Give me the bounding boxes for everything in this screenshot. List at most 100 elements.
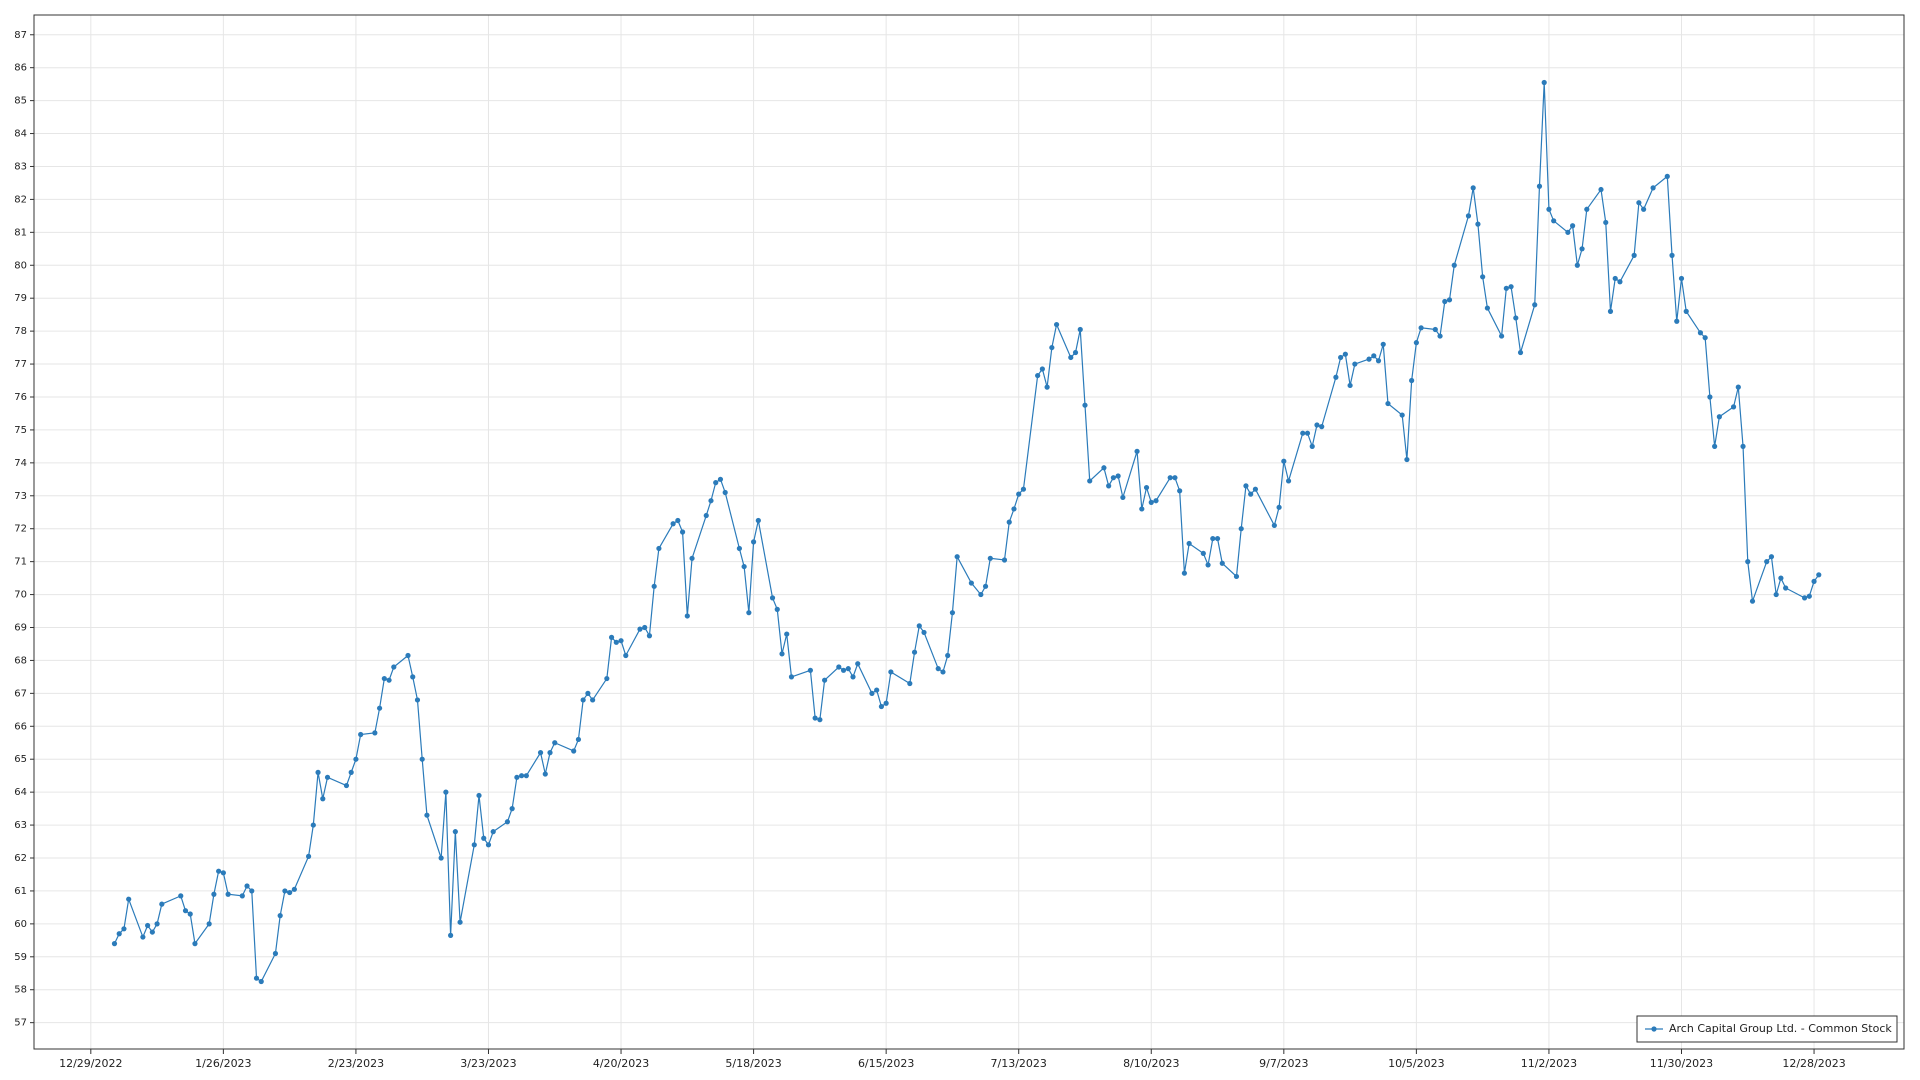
data-point [1413, 340, 1419, 346]
data-point [220, 870, 226, 876]
data-point [1035, 372, 1041, 379]
data-point [642, 624, 648, 631]
data-point [358, 731, 364, 738]
x-tick-label: 11/30/2023 [1650, 1057, 1713, 1070]
data-point [277, 913, 283, 919]
data-point [1148, 499, 1154, 505]
data-point [1143, 484, 1150, 491]
data-point [1712, 443, 1718, 449]
data-point [476, 792, 482, 799]
legend-box [1636, 1015, 1898, 1043]
legend: Arch Capital Group Ltd. - Common Stock [1636, 1015, 1898, 1043]
data-point [438, 855, 444, 861]
data-point [1517, 349, 1524, 356]
data-point [1300, 430, 1306, 436]
data-point [1304, 430, 1311, 436]
data-point [1773, 591, 1779, 598]
data-point [613, 639, 619, 645]
data-point [1678, 275, 1685, 282]
data-point [443, 789, 449, 795]
series-line [113, 82, 1820, 983]
data-point [1106, 483, 1112, 489]
data-point [1532, 302, 1538, 308]
data-point [940, 669, 946, 675]
data-point [788, 674, 795, 680]
y-tick-label: 75 [14, 425, 27, 436]
data-point [1437, 333, 1443, 339]
data-point [1404, 456, 1410, 463]
data-point [1745, 559, 1751, 565]
data-point [1546, 206, 1552, 212]
y-tick-label: 78 [14, 326, 27, 337]
data-point [405, 652, 411, 659]
data-point [1115, 473, 1121, 479]
data-point [571, 748, 577, 754]
data-point [656, 545, 662, 552]
data-point [272, 950, 279, 957]
data-point [1811, 578, 1817, 584]
data-point [784, 631, 790, 637]
data-point [1153, 498, 1159, 504]
data-point [1006, 519, 1012, 525]
data-point [1783, 585, 1789, 591]
data-point [1020, 486, 1027, 492]
data-point [1110, 475, 1116, 481]
x-tick-label: 7/13/2023 [991, 1057, 1047, 1070]
data-point [258, 978, 264, 985]
data-point [1446, 297, 1453, 303]
data-point [1371, 353, 1377, 359]
data-point [907, 680, 913, 687]
data-point [1205, 562, 1211, 568]
data-point [182, 908, 189, 914]
data-point [1513, 315, 1519, 321]
x-tick-label: 8/10/2023 [1123, 1057, 1179, 1070]
y-tick-label: 85 [14, 96, 27, 107]
data-point [249, 888, 255, 894]
data-point [211, 891, 217, 897]
data-point [1683, 308, 1689, 314]
data-point [968, 580, 974, 586]
data-point [178, 893, 184, 899]
data-point [206, 921, 212, 927]
data-point [310, 822, 316, 828]
y-tick-label: 60 [14, 919, 27, 930]
data-point [1167, 475, 1173, 481]
data-point [1186, 540, 1192, 547]
data-point [547, 750, 553, 756]
y-tick-label: 79 [14, 293, 27, 304]
data-point [954, 554, 960, 560]
y-tick-label: 63 [14, 820, 27, 831]
data-point [1101, 465, 1107, 471]
data-point [140, 934, 146, 940]
x-tick-label: 2/23/2023 [328, 1057, 384, 1070]
data-point [519, 773, 525, 779]
data-point [448, 932, 454, 938]
data-point [504, 819, 511, 825]
data-point [1333, 374, 1339, 380]
data-point [774, 606, 780, 612]
data-point [750, 539, 757, 545]
data-point [1077, 326, 1083, 333]
plot-area [34, 15, 1904, 1049]
data-point [618, 638, 624, 644]
data-point [869, 690, 875, 696]
data-point [1281, 458, 1287, 464]
data-point [424, 812, 430, 818]
data-point [817, 717, 823, 723]
data-point [604, 675, 610, 682]
data-point [1380, 341, 1386, 347]
data-point [1432, 326, 1438, 333]
data-point [1049, 344, 1055, 351]
data-point [1214, 535, 1221, 542]
data-point [949, 610, 956, 616]
data-point [1087, 478, 1093, 484]
data-point [305, 853, 312, 859]
data-point [1044, 384, 1050, 390]
data-point [1016, 491, 1022, 497]
data-point [1233, 573, 1240, 580]
x-tick-label: 11/2/2023 [1521, 1057, 1577, 1070]
data-point [121, 926, 127, 932]
y-tick-label: 61 [14, 886, 27, 897]
y-tick-label: 69 [14, 622, 27, 633]
data-point [703, 512, 709, 519]
